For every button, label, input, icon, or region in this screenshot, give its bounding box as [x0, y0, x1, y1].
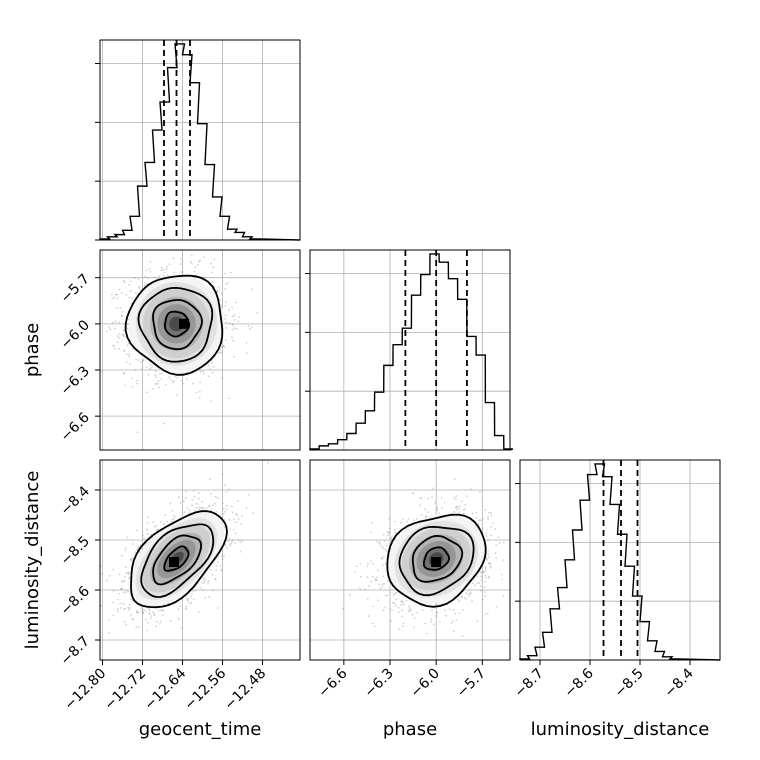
joint-panel-geocent_time-luminosity_distance [99, 459, 301, 661]
joint-panel-geocent_time-phase [99, 249, 301, 451]
marginal-panel-geocent_time [95, 39, 301, 241]
x-tick-label-phase: −6.3 [361, 666, 396, 701]
contour-1sigma [411, 534, 464, 583]
contour-0.5sigma [163, 545, 190, 572]
panel-frame [309, 459, 511, 661]
y-tick-label-luminosity_distance: −8.5 [58, 533, 93, 568]
panel-frame [519, 459, 721, 661]
y-axis-title-luminosity_distance: luminosity_distance [22, 471, 43, 650]
contour-1.5sigma [140, 523, 215, 598]
contour-1.5sigma [137, 286, 214, 363]
histogram-geocent_time [99, 43, 301, 241]
x-tick-label-geocent_time: −12.80 [61, 666, 109, 714]
contour-2sigma [130, 510, 228, 609]
panel-frame [99, 39, 301, 241]
y-tick-label-phase: −6.6 [58, 409, 93, 444]
y-axis-title-phase: phase [22, 323, 43, 377]
contour-1.5sigma [398, 525, 475, 597]
y-tick-label-luminosity_distance: −8.6 [58, 583, 93, 618]
y-tick-label-luminosity_distance: −8.7 [58, 633, 93, 668]
y-tick-label-phase: −5.7 [58, 271, 93, 306]
x-tick-label-luminosity_distance: −8.5 [611, 666, 646, 701]
x-tick-label-phase: −6.0 [408, 666, 443, 701]
x-tick-label-geocent_time: −12.48 [221, 666, 269, 714]
x-axis-title-geocent_time: geocent_time [139, 719, 262, 740]
contour-2sigma [386, 513, 487, 608]
contour-0.5sigma [163, 310, 191, 338]
y-tick-label-phase: −6.0 [58, 317, 93, 352]
contour-1sigma [152, 299, 203, 351]
x-tick-label-phase: −6.6 [315, 665, 350, 700]
x-tick-label-phase: −5.7 [454, 666, 489, 701]
y-tick-label-luminosity_distance: −8.4 [58, 483, 93, 518]
panel-frame [99, 249, 301, 451]
x-axis-title-luminosity_distance: luminosity_distance [531, 719, 710, 740]
histogram-luminosity_distance [519, 463, 721, 661]
panel-frame [309, 249, 511, 451]
y-tick-label-phase: −6.3 [58, 363, 93, 398]
density-peak [179, 318, 189, 329]
joint-panel-phase-luminosity_distance [309, 459, 511, 661]
contour-2sigma [124, 274, 224, 376]
contour-1sigma [152, 534, 203, 586]
x-tick-label-geocent_time: −12.72 [101, 666, 149, 714]
histogram-phase [309, 253, 514, 451]
density-peak [169, 557, 179, 567]
x-axis-title-phase: phase [383, 719, 437, 740]
x-tick-label-luminosity_distance: −8.7 [511, 666, 546, 701]
x-tick-label-luminosity_distance: −8.4 [661, 665, 696, 700]
x-tick-label-luminosity_distance: −8.6 [561, 665, 596, 700]
panel-frame [99, 459, 301, 661]
density-peak [431, 557, 442, 567]
contour-0.5sigma [422, 546, 450, 571]
x-tick-label-geocent_time: −12.64 [141, 665, 189, 713]
marginal-panel-luminosity_distance [515, 459, 721, 661]
marginal-panel-phase [305, 249, 514, 451]
x-tick-label-geocent_time: −12.56 [181, 665, 229, 713]
